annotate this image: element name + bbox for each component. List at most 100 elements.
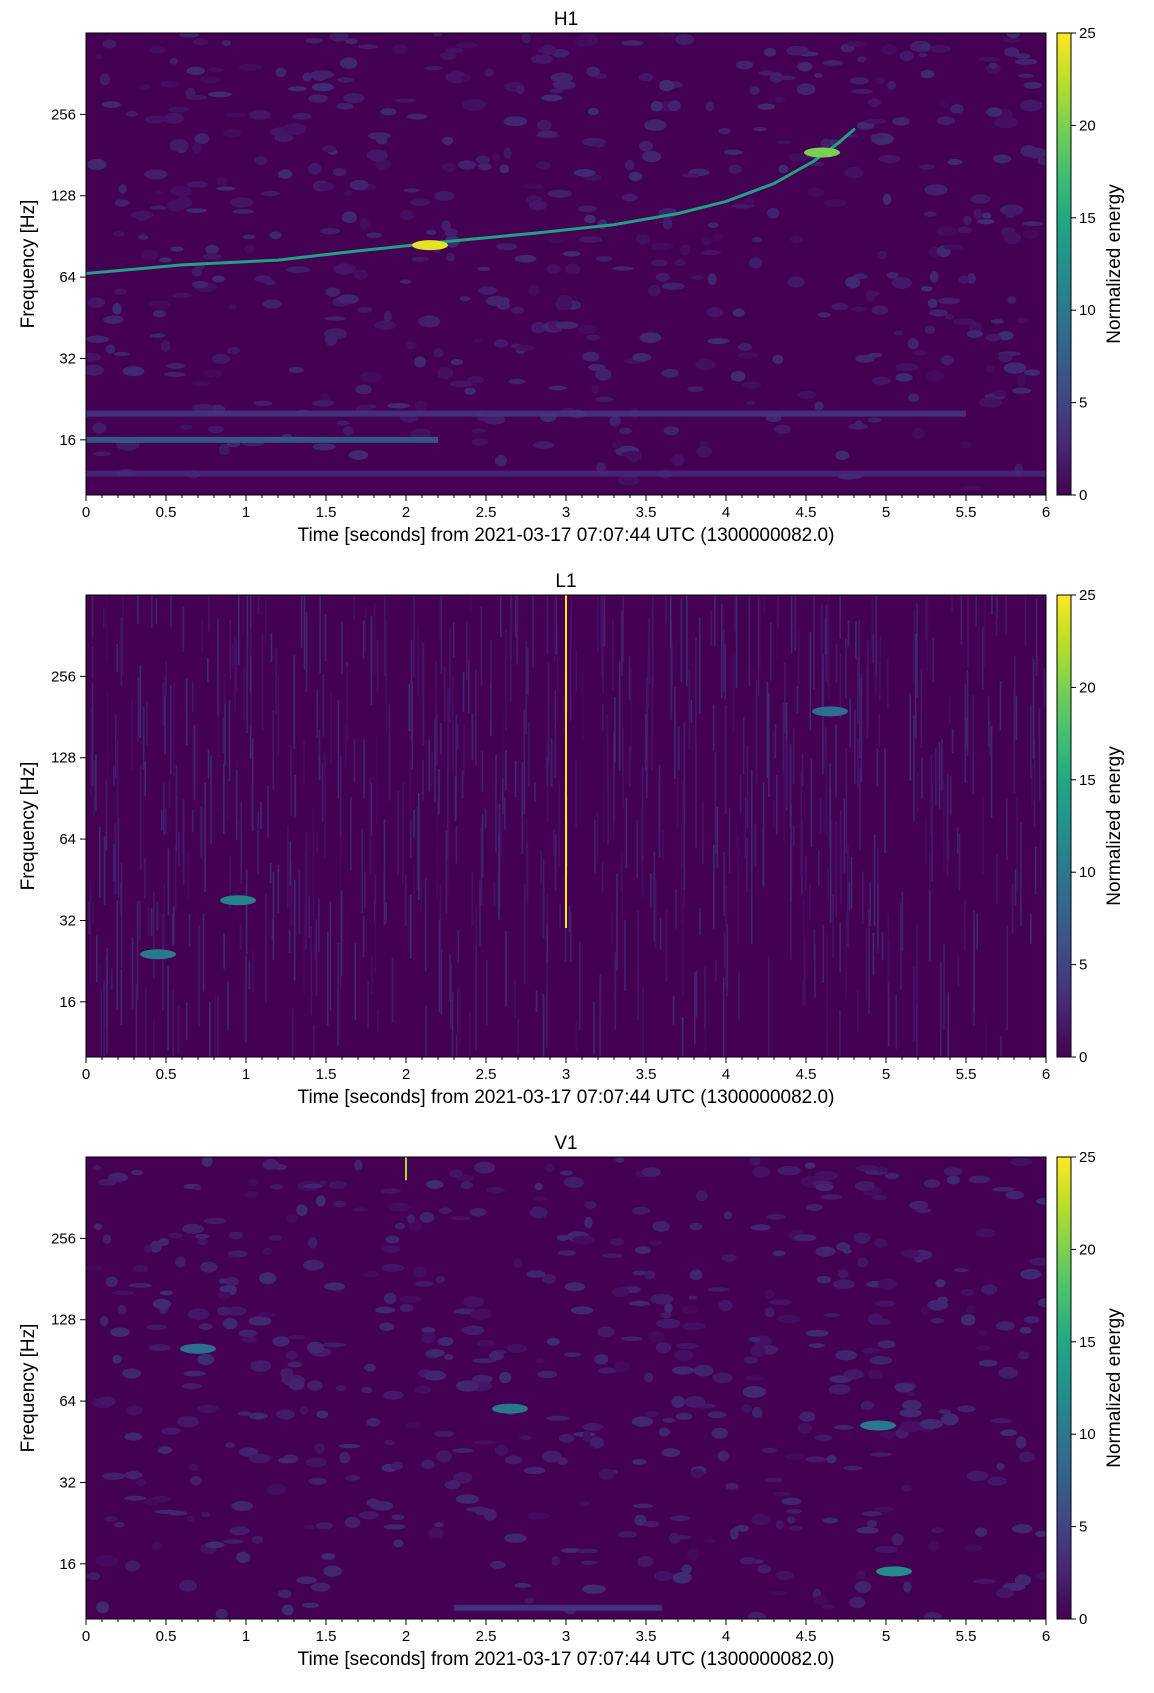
noise-mark <box>483 414 506 425</box>
noise-mark <box>735 595 738 689</box>
noise-mark <box>287 825 289 908</box>
noise-mark <box>435 1276 446 1283</box>
noise-mark <box>1003 362 1027 374</box>
noise-mark <box>257 595 260 615</box>
noise-mark <box>672 1572 692 1584</box>
noise-mark <box>789 744 792 829</box>
y-tick-label: 64 <box>59 1393 76 1410</box>
noise-mark <box>542 993 545 1057</box>
noise-mark <box>383 1292 397 1305</box>
noise-mark <box>153 309 166 318</box>
noise-mark <box>152 1298 172 1309</box>
noise-mark <box>200 806 203 859</box>
noise-mark <box>404 874 407 927</box>
noise-mark <box>657 781 660 852</box>
noise-mark <box>682 173 700 178</box>
noise-mark <box>729 1527 739 1540</box>
noise-mark <box>647 654 649 708</box>
noise-mark <box>379 1322 395 1332</box>
noise-mark <box>643 1521 660 1528</box>
noise-mark <box>923 1611 942 1619</box>
noise-mark <box>299 1406 309 1415</box>
noise-mark <box>275 1409 295 1420</box>
noise-mark <box>967 273 976 284</box>
x-tick-label: 0.5 <box>156 1066 177 1083</box>
noise-mark <box>394 1222 406 1230</box>
noise-mark <box>262 1159 279 1170</box>
noise-mark <box>644 1270 656 1280</box>
noise-mark <box>315 1522 333 1530</box>
noise-mark <box>237 1411 253 1416</box>
noise-mark <box>620 1336 643 1341</box>
noise-mark <box>1013 688 1016 794</box>
noise-mark <box>937 297 961 305</box>
noise-mark <box>516 85 525 95</box>
noise-mark <box>820 138 831 149</box>
noise-mark <box>95 754 97 812</box>
noise-mark <box>884 748 886 853</box>
noise-mark <box>105 1276 118 1287</box>
noise-mark <box>144 169 168 180</box>
noise-mark <box>825 744 828 838</box>
x-tick-label: 5.5 <box>956 1628 977 1645</box>
noise-mark <box>919 1418 943 1430</box>
y-tick-label: 128 <box>51 188 76 205</box>
noise-mark <box>373 899 376 923</box>
noise-mark <box>763 47 776 57</box>
noise-mark <box>483 1508 497 1521</box>
noise-mark <box>876 250 888 260</box>
colorbar-label: Normalized energy <box>1104 746 1125 906</box>
noise-mark <box>239 923 242 950</box>
noise-mark <box>223 933 225 969</box>
noise-mark <box>711 1427 728 1439</box>
noise-mark <box>584 1216 593 1229</box>
noise-mark <box>872 634 875 664</box>
noise-mark <box>251 738 254 832</box>
noise-mark <box>164 808 167 834</box>
noise-mark <box>763 595 766 615</box>
noise-mark <box>125 111 138 117</box>
noise-mark <box>502 711 504 796</box>
noise-mark <box>337 700 340 799</box>
noise-mark <box>291 1008 294 1057</box>
noise-mark <box>878 713 881 748</box>
noise-mark <box>250 784 253 828</box>
noise-mark <box>682 780 685 868</box>
colorbar-label: Normalized energy <box>1104 1308 1125 1468</box>
noise-mark <box>817 850 820 885</box>
noise-mark <box>636 820 639 879</box>
noise-mark <box>855 1165 880 1172</box>
noise-mark <box>169 57 178 65</box>
noise-mark <box>150 205 168 210</box>
x-tick-label: 5.5 <box>956 1066 977 1083</box>
noise-mark <box>902 1399 922 1411</box>
noise-mark <box>198 1323 213 1331</box>
noise-mark <box>251 1535 264 1544</box>
noise-mark <box>1016 317 1029 324</box>
noise-mark <box>412 1266 427 1278</box>
noise-mark <box>131 700 133 771</box>
noise-mark <box>788 153 808 162</box>
noise-mark <box>437 1336 454 1347</box>
noise-mark <box>383 1524 406 1530</box>
noise-mark <box>845 912 848 998</box>
noise-mark <box>767 956 770 1057</box>
noise-mark <box>816 1275 832 1284</box>
noise-mark <box>403 188 419 193</box>
noise-mark <box>891 1533 904 1546</box>
noise-mark <box>920 69 935 79</box>
noise-mark <box>1019 1326 1032 1334</box>
noise-mark <box>788 1525 803 1531</box>
noise-mark <box>650 242 674 250</box>
noise-mark <box>163 883 165 947</box>
noise-mark <box>201 1511 211 1518</box>
noise-mark <box>504 1533 527 1543</box>
noise-mark <box>441 136 454 145</box>
noise-mark <box>191 809 194 833</box>
noise-mark <box>580 1560 598 1565</box>
noise-mark <box>197 1237 208 1246</box>
noise-mark <box>1023 81 1042 89</box>
noise-mark <box>421 1331 437 1344</box>
noise-mark <box>217 995 219 1057</box>
noise-mark <box>931 784 933 882</box>
